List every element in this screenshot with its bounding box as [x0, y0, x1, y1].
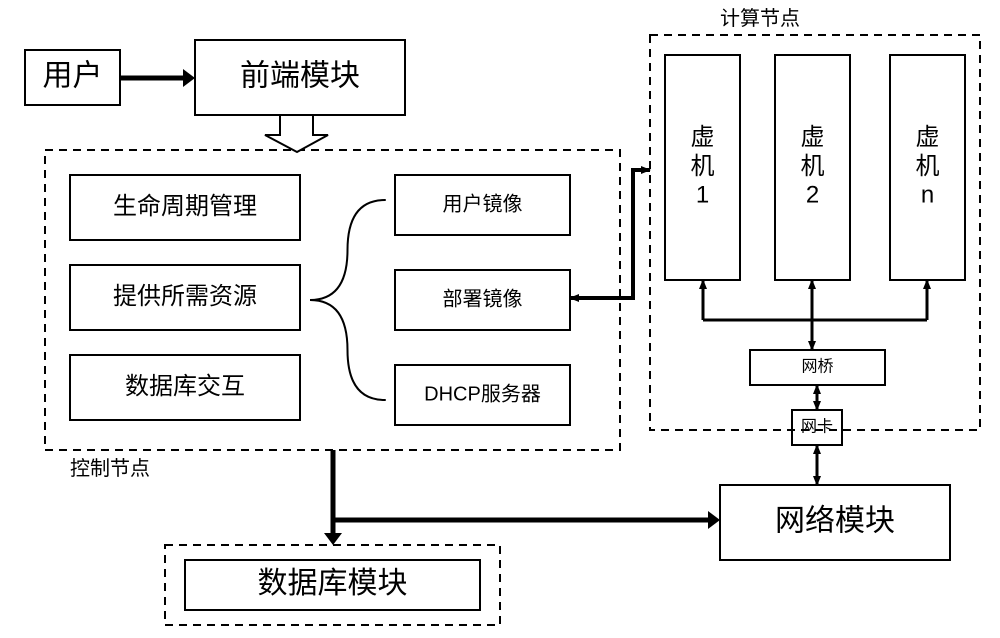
nic-label: 网卡 — [801, 418, 833, 436]
net_module-label: 网络模块 — [775, 504, 895, 537]
compute_label: 计算节点 — [720, 7, 800, 30]
vmn-label: n — [921, 182, 934, 209]
control_label: 控制节点 — [70, 457, 150, 480]
vmn-label: 机 — [916, 153, 940, 180]
vm2-label: 机 — [801, 153, 825, 180]
db_module-label: 数据库模块 — [258, 567, 408, 600]
arrow-deploy-compute — [570, 170, 650, 298]
arrowhead-control-to-db — [324, 533, 342, 545]
dhcp_server-label: DHCP服务器 — [424, 382, 541, 405]
vm1-label: 机 — [691, 153, 715, 180]
arrowhead-user-to-frontend — [183, 69, 195, 87]
vm1-label: 1 — [696, 182, 709, 209]
bridge-label: 网桥 — [801, 358, 833, 376]
vmn-label: 虚 — [916, 124, 940, 151]
vm1-label: 虚 — [691, 124, 715, 151]
block-arrow-frontend-to-control — [265, 115, 328, 152]
db_interact-label: 数据库交互 — [125, 373, 245, 400]
arrowhead-control-to-net — [708, 511, 720, 529]
lifecycle-label: 生命周期管理 — [113, 193, 257, 220]
brace-resources — [310, 200, 385, 400]
vm2-label: 2 — [806, 182, 819, 209]
resources-label: 提供所需资源 — [113, 283, 257, 310]
deploy_image-label: 部署镜像 — [443, 287, 523, 310]
user-label: 用户 — [43, 59, 103, 92]
vm2-label: 虚 — [801, 124, 825, 151]
user_image-label: 用户镜像 — [443, 192, 523, 215]
frontend-label: 前端模块 — [240, 59, 360, 92]
